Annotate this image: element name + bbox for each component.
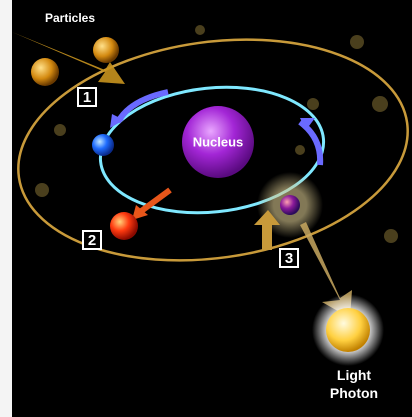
atom-diagram: Nucleus Particles 1 2 3 Light Photon (0, 0, 412, 417)
step-label: 3 (285, 250, 293, 267)
excited-electron (110, 212, 138, 240)
step-label: 1 (83, 89, 91, 106)
photon (326, 308, 370, 352)
particle (31, 58, 59, 86)
electron (280, 195, 300, 215)
electron (92, 134, 114, 156)
particle (93, 37, 119, 63)
nucleus-label: Nucleus (193, 134, 244, 149)
particles-label: Particles (45, 11, 95, 25)
page: Nucleus Particles 1 2 3 Light Photon (()… (0, 0, 412, 417)
photon-label: Photon (330, 385, 378, 401)
left-strip (0, 0, 12, 417)
step-label: 2 (88, 232, 96, 249)
photon-label: Light (337, 367, 372, 383)
